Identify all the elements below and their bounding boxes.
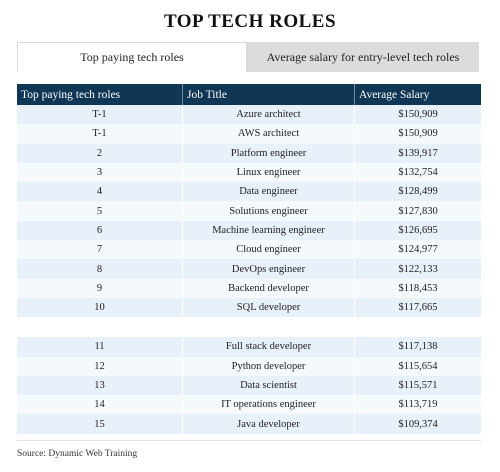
cell-salary: $113,719: [398, 399, 438, 411]
table-body-group-2: 11 Full stack developer $117,138 12 Python d…: [17, 337, 481, 434]
table-row: 10 SQL developer $117,665: [17, 297, 481, 318]
table-header: Top paying tech roles Job Title Average …: [17, 84, 481, 105]
cell-rank: 15: [17, 414, 183, 434]
cell-rank: 2: [17, 143, 183, 163]
cell-job-title: Backend developer: [183, 278, 355, 298]
table-row: 13 Data scientist $115,571: [17, 375, 481, 396]
table-row: 14 IT operations engineer $113,719: [17, 395, 481, 415]
header-average-salary: Average Salary: [359, 88, 430, 101]
cell-salary: $109,374: [398, 418, 438, 430]
cell-job-title: Data engineer: [183, 182, 355, 202]
source-note: Source: Dynamic Web Training: [17, 449, 138, 459]
cell-job-title: Java developer: [183, 414, 355, 434]
cell-job-title: Solutions engineer: [183, 201, 355, 221]
cell-rank: 8: [17, 259, 183, 279]
table-row: 6 Machine learning engineer $126,695: [17, 220, 481, 241]
cell-rank: 10: [17, 297, 183, 318]
table-row: 11 Full stack developer $117,138: [17, 337, 481, 357]
cell-rank: T-1: [17, 105, 183, 125]
table-row: 9 Backend developer $118,453: [17, 278, 481, 298]
table-row: 4 Data engineer $128,499: [17, 182, 481, 202]
header-rank: Top paying tech roles: [17, 84, 183, 105]
tab-bar: Top paying tech roles Average salary for…: [17, 42, 479, 72]
table-row: 7 Cloud engineer $124,977: [17, 240, 481, 260]
cell-salary: $115,571: [398, 380, 438, 391]
cell-rank: 6: [17, 220, 183, 241]
cell-salary: $122,133: [398, 263, 438, 275]
cell-job-title: Python developer: [183, 356, 355, 376]
cell-rank: T-1: [17, 124, 183, 144]
cell-salary: $117,138: [398, 341, 438, 353]
cell-salary: $126,695: [398, 224, 438, 236]
cell-salary: $150,909: [398, 109, 438, 121]
cell-rank: 12: [17, 356, 183, 376]
header-job-title: Job Title: [183, 84, 355, 105]
table-row: 2 Platform engineer $139,917: [17, 143, 481, 163]
cell-salary: $150,909: [398, 128, 438, 140]
cell-job-title: Linux engineer: [183, 162, 355, 183]
cell-job-title: Machine learning engineer: [183, 220, 355, 241]
cell-rank: 13: [17, 375, 183, 396]
cell-salary: $124,977: [398, 244, 438, 256]
cell-rank: 9: [17, 278, 183, 298]
cell-rank: 11: [17, 337, 183, 357]
cell-rank: 3: [17, 162, 183, 183]
salary-table: Top paying tech roles Job Title Average …: [17, 84, 481, 434]
cell-job-title: Azure architect: [183, 105, 355, 125]
cell-salary: $139,917: [398, 147, 438, 159]
table-body-group-1: T-1 Azure architect $150,909 T-1 AWS archite…: [17, 105, 481, 318]
tab-top-paying-roles[interactable]: Top paying tech roles: [17, 42, 247, 72]
cell-salary: $115,654: [398, 360, 438, 372]
cell-salary: $132,754: [398, 167, 438, 179]
cell-job-title: DevOps engineer: [183, 259, 355, 279]
cell-rank: 5: [17, 201, 183, 221]
table-gap: [17, 317, 481, 337]
cell-job-title: Cloud engineer: [183, 240, 355, 260]
cell-rank: 14: [17, 395, 183, 415]
cell-job-title: Full stack developer: [183, 337, 355, 357]
page-title: TOP TECH ROLES: [163, 11, 337, 32]
table-row: T-1 AWS architect $150,909: [17, 124, 481, 144]
tab-entry-level-salary[interactable]: Average salary for entry-level tech role…: [247, 42, 479, 72]
cell-job-title: Data scientist: [183, 375, 355, 396]
table-row: 3 Linux engineer $132,754: [17, 162, 481, 183]
table-row: T-1 Azure architect $150,909: [17, 105, 481, 125]
cell-rank: 4: [17, 182, 183, 202]
cell-job-title: AWS architect: [183, 124, 355, 144]
table-row: 15 Java developer $109,374: [17, 414, 481, 434]
cell-job-title: Platform engineer: [183, 143, 355, 163]
table-row: 8 DevOps engineer $122,133: [17, 259, 481, 279]
cell-salary: $127,830: [398, 205, 438, 217]
cell-salary: $118,453: [398, 282, 438, 294]
table-row: 5 Solutions engineer $127,830: [17, 201, 481, 221]
cell-salary: $128,499: [398, 186, 438, 198]
cell-job-title: SQL developer: [183, 297, 355, 318]
cell-salary: $117,665: [398, 302, 438, 314]
cell-rank: 7: [17, 240, 183, 260]
cell-job-title: IT operations engineer: [183, 395, 355, 415]
table-row: 12 Python developer $115,654: [17, 356, 481, 376]
footer-divider: [17, 440, 481, 441]
